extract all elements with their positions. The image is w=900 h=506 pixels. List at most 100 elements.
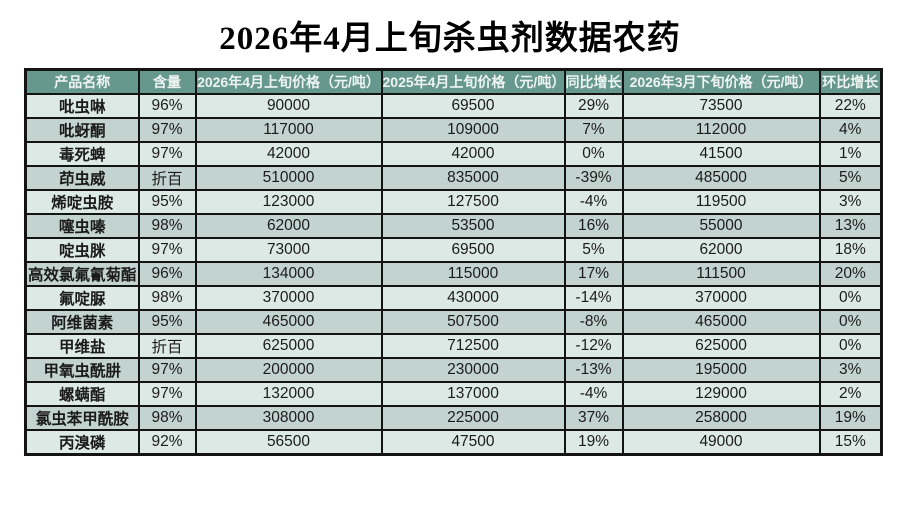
value-cell: 625000	[194, 332, 383, 359]
value-cell: 20%	[818, 260, 883, 287]
value-cell: 42000	[194, 140, 383, 167]
value-cell: 15%	[818, 428, 883, 456]
value-cell: 0%	[818, 332, 883, 359]
value-cell: 47500	[380, 428, 566, 456]
value-cell: 42000	[380, 140, 566, 167]
product-name-cell: 甲维盐	[24, 332, 140, 359]
value-cell: 430000	[380, 284, 566, 311]
value-cell: -8%	[563, 308, 624, 335]
value-cell: -13%	[563, 356, 624, 383]
value-cell: 258000	[621, 404, 821, 431]
column-header-1: 产品名称	[24, 68, 140, 95]
value-cell: 7%	[563, 116, 624, 143]
value-cell: 230000	[380, 356, 566, 383]
product-name-cell: 甲氧虫酰肼	[24, 356, 140, 383]
value-cell: 49000	[621, 428, 821, 456]
value-cell: 4%	[818, 116, 883, 143]
product-name-cell: 氯虫苯甲酰胺	[24, 404, 140, 431]
value-cell: 98%	[137, 212, 197, 239]
product-name-cell: 毒死蜱	[24, 140, 140, 167]
value-cell: 115000	[380, 260, 566, 287]
table-row: 阿维菌素 95% 465000 507500 -8% 465000 0%	[24, 308, 883, 335]
value-cell: 95%	[137, 308, 197, 335]
value-cell: 62000	[621, 236, 821, 263]
product-name-cell: 氟啶脲	[24, 284, 140, 311]
value-cell: 195000	[621, 356, 821, 383]
value-cell: 2%	[818, 380, 883, 407]
value-cell: 465000	[194, 308, 383, 335]
value-cell: 5%	[563, 236, 624, 263]
value-cell: -12%	[563, 332, 624, 359]
value-cell: 200000	[194, 356, 383, 383]
table-header-row: 产品名称 含量 2026年4月上旬价格（元/吨） 2025年4月上旬价格（元/吨） 同比…	[24, 68, 883, 95]
value-cell: 507500	[380, 308, 566, 335]
table-row: 烯啶虫胺 95% 123000 127500 -4% 119500 3%	[24, 188, 883, 215]
value-cell: 97%	[137, 356, 197, 383]
value-cell: 370000	[621, 284, 821, 311]
value-cell: 90000	[194, 92, 383, 119]
value-cell: 97%	[137, 236, 197, 263]
product-name-cell: 噻虫嗪	[24, 212, 140, 239]
table-row: 吡蚜酮 97% 117000 109000 7% 112000 4%	[24, 116, 883, 143]
column-header-3: 2026年4月上旬价格（元/吨）	[194, 68, 383, 95]
value-cell: 53500	[380, 212, 566, 239]
value-cell: 109000	[380, 116, 566, 143]
value-cell: 95%	[137, 188, 197, 215]
value-cell: 485000	[621, 164, 821, 191]
value-cell: 465000	[621, 308, 821, 335]
value-cell: 17%	[563, 260, 624, 287]
value-cell: 112000	[621, 116, 821, 143]
value-cell: 5%	[818, 164, 883, 191]
value-cell: 92%	[137, 428, 197, 456]
column-header-7: 环比增长	[818, 68, 883, 95]
value-cell: 97%	[137, 140, 197, 167]
column-header-5: 同比增长	[563, 68, 624, 95]
table-row: 噻虫嗪 98% 62000 53500 16% 55000 13%	[24, 212, 883, 239]
value-cell: 55000	[621, 212, 821, 239]
product-name-cell: 啶虫脒	[24, 236, 140, 263]
product-name-cell: 螺螨酯	[24, 380, 140, 407]
product-name-cell: 高效氯氟氰菊酯	[24, 260, 140, 287]
value-cell: 96%	[137, 260, 197, 287]
value-cell: 308000	[194, 404, 383, 431]
table-row: 氟啶脲 98% 370000 430000 -14% 370000 0%	[24, 284, 883, 311]
value-cell: 97%	[137, 380, 197, 407]
page-title: 2026年4月上旬杀虫剂数据农药	[219, 21, 681, 57]
value-cell: 73000	[194, 236, 383, 263]
value-cell: 119500	[621, 188, 821, 215]
pesticide-price-table: 产品名称 含量 2026年4月上旬价格（元/吨） 2025年4月上旬价格（元/吨） 同比…	[24, 67, 883, 456]
value-cell: -4%	[563, 380, 624, 407]
product-name-cell: 茚虫威	[24, 164, 140, 191]
value-cell: 37%	[563, 404, 624, 431]
table-row: 甲氧虫酰肼 97% 200000 230000 -13% 195000 3%	[24, 356, 883, 383]
product-name-cell: 阿维菌素	[24, 308, 140, 335]
value-cell: 117000	[194, 116, 383, 143]
table-row: 甲维盐 折百 625000 712500 -12% 625000 0%	[24, 332, 883, 359]
value-cell: 127500	[380, 188, 566, 215]
value-cell: 625000	[621, 332, 821, 359]
value-cell: 96%	[137, 92, 197, 119]
product-name-cell: 丙溴磷	[24, 428, 140, 456]
value-cell: 123000	[194, 188, 383, 215]
column-header-4: 2025年4月上旬价格（元/吨）	[380, 68, 566, 95]
value-cell: 835000	[380, 164, 566, 191]
value-cell: 折百	[137, 332, 197, 359]
value-cell: 73500	[621, 92, 821, 119]
value-cell: 折百	[137, 164, 197, 191]
value-cell: 0%	[818, 308, 883, 335]
value-cell: 0%	[563, 140, 624, 167]
value-cell: 98%	[137, 404, 197, 431]
value-cell: 712500	[380, 332, 566, 359]
value-cell: 134000	[194, 260, 383, 287]
table-row: 毒死蜱 97% 42000 42000 0% 41500 1%	[24, 140, 883, 167]
value-cell: 18%	[818, 236, 883, 263]
value-cell: 98%	[137, 284, 197, 311]
value-cell: 69500	[380, 236, 566, 263]
value-cell: 137000	[380, 380, 566, 407]
table-row: 高效氯氟氰菊酯 96% 134000 115000 17% 111500 20%	[24, 260, 883, 287]
value-cell: 129000	[621, 380, 821, 407]
value-cell: -14%	[563, 284, 624, 311]
value-cell: 29%	[563, 92, 624, 119]
value-cell: 0%	[818, 284, 883, 311]
